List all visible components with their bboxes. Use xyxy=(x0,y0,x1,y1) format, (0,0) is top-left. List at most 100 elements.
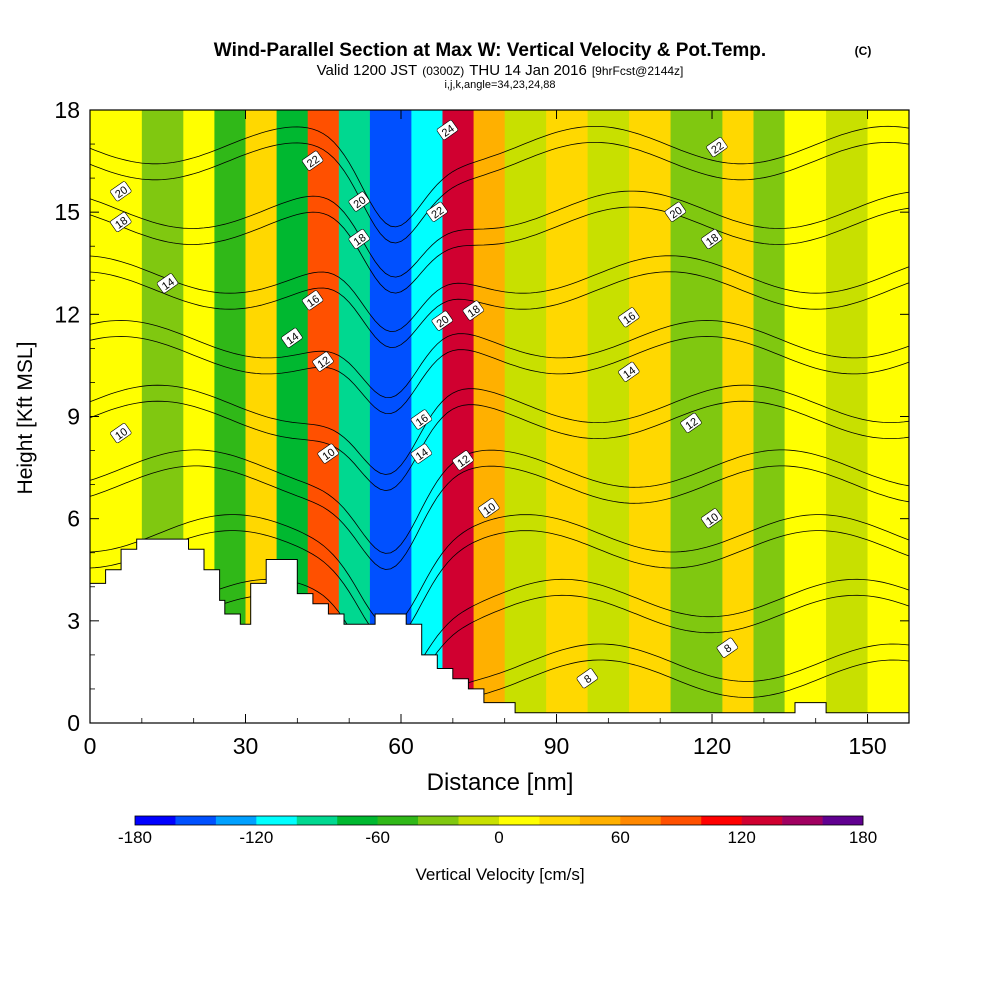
isentrope-label-0: 8 xyxy=(576,668,598,689)
isentrope-label-14: 16 xyxy=(410,409,433,430)
grid-indices: i,j,k,angle=34,23,24,88 xyxy=(444,79,555,91)
isentrope-label-text: 18 xyxy=(352,232,369,249)
isentrope-label-text: 8 xyxy=(722,642,734,655)
isentrope-label-2: 10 xyxy=(110,423,132,444)
colorbar-tick-label-0: 0 xyxy=(494,828,503,847)
isentrope-line-24-0 xyxy=(89,141,910,244)
isentrope-label-3: 10 xyxy=(317,443,339,464)
isentrope-label-box xyxy=(312,351,334,372)
isentrope-label-text: 14 xyxy=(284,331,301,348)
isentrope-label-18: 18 xyxy=(462,300,484,321)
y-tick-label-9: 9 xyxy=(67,404,80,430)
isentrope-label-4: 10 xyxy=(478,498,500,519)
colorbar-swatch-13 xyxy=(660,816,702,825)
y-tick-label-18: 18 xyxy=(54,97,80,123)
isentrope-label-text: 22 xyxy=(429,205,446,222)
x-tick-label-150: 150 xyxy=(848,733,886,759)
isentrope-label-text: 16 xyxy=(414,412,431,429)
isentrope-label-8: 12 xyxy=(680,412,702,433)
isentrope-line-10-0 xyxy=(89,594,910,706)
isentrope-label-text: 24 xyxy=(440,123,457,140)
colorbar-swatch-11 xyxy=(579,816,621,825)
x-tick-label-60: 60 xyxy=(388,733,414,759)
isentrope-label-box xyxy=(436,119,459,140)
valid-time-line: Valid 1200 JST (0300Z) THU 14 Jan 2016 [9hr… xyxy=(317,62,684,79)
y-tick-label-12: 12 xyxy=(54,301,80,327)
isentrope-label-box xyxy=(576,668,598,689)
isentrope-label-box xyxy=(716,637,738,658)
isentrope-label-box xyxy=(348,191,370,212)
chart-title: Wind-Parallel Section at Max W: Vertical… xyxy=(214,40,766,61)
isentrope-label-box xyxy=(410,409,433,430)
isentrope-label-box xyxy=(478,498,500,519)
isentrope-label-box xyxy=(701,228,723,249)
isentrope-label-text: 18 xyxy=(113,215,130,232)
isentrope-label-text: 16 xyxy=(621,310,638,327)
velocity-band-13 xyxy=(546,110,589,723)
isentrope-label-10: 14 xyxy=(281,327,303,348)
isentrope-label-16: 18 xyxy=(110,211,132,232)
isentrope-label-box xyxy=(348,228,370,249)
isentrope-label-text: 22 xyxy=(305,153,322,170)
isentrope-label-box xyxy=(110,423,132,444)
colorbar-label: Vertical Velocity [cm/s] xyxy=(415,865,584,884)
colorbar-swatch-16 xyxy=(782,816,823,825)
isentrope-label-text: 20 xyxy=(113,184,130,201)
colorbar-tick-label--60: -60 xyxy=(365,828,390,847)
isentrope-label-box xyxy=(301,290,324,311)
colorbar-swatch-3 xyxy=(256,816,298,825)
x-tick-label-90: 90 xyxy=(544,733,570,759)
isentrope-label-box xyxy=(664,201,687,222)
isentrope-label-17: 18 xyxy=(348,228,370,249)
colorbar-swatch-8 xyxy=(458,816,500,825)
isentrope-label-text: 20 xyxy=(352,194,369,211)
figure-header: Wind-Parallel Section at Max W: Vertical… xyxy=(214,40,872,91)
colorbar-swatch-0 xyxy=(135,816,176,825)
isentrope-label-box xyxy=(452,450,474,471)
y-tick-label-15: 15 xyxy=(54,199,80,225)
colorbar-swatch-9 xyxy=(499,816,540,825)
isentrope-line-22-1 xyxy=(89,190,910,278)
isentrope-label-text: 16 xyxy=(305,293,322,310)
isentrope-label-text: 12 xyxy=(683,416,700,433)
isentrope-label-text: 20 xyxy=(668,205,685,222)
isentrope-label-text: 10 xyxy=(321,446,338,463)
colorbar-swatch-7 xyxy=(418,816,459,825)
isentrope-label-6: 12 xyxy=(312,351,334,372)
isentrope-label-text: 12 xyxy=(455,453,472,470)
velocity-band-18 xyxy=(753,110,786,723)
isentrope-label-text: 8 xyxy=(582,673,594,686)
y-axis-label: Height [Kft MSL] xyxy=(14,342,37,495)
colorbar-tick-label--120: -120 xyxy=(239,828,273,847)
isentrope-line-16-1 xyxy=(89,384,910,475)
velocity-band-10 xyxy=(442,110,475,723)
isentrope-label-box xyxy=(301,150,324,171)
isentrope-label-21: 20 xyxy=(348,191,370,212)
isentrope-line-20-0 xyxy=(89,271,910,349)
isentrope-line-18-1 xyxy=(89,320,910,399)
isentrope-label-text: 12 xyxy=(315,354,332,371)
colorbar-tick-label-60: 60 xyxy=(611,828,630,847)
isentrope-line-24-1 xyxy=(89,125,910,228)
isentrope-label-26: 22 xyxy=(706,137,728,158)
isentrope-line-20-1 xyxy=(89,255,910,333)
valid-prefix: Valid 1200 JST xyxy=(317,62,418,79)
x-tick-label-0: 0 xyxy=(84,733,97,759)
isentrope-line-16-0 xyxy=(89,400,910,492)
colorbar-swatch-6 xyxy=(377,816,419,825)
colorbar-swatch-1 xyxy=(175,816,217,825)
x-axis-label: Distance [nm] xyxy=(427,769,574,796)
isentrope-label-20: 20 xyxy=(110,181,132,202)
isentrope-label-text: 18 xyxy=(704,232,721,249)
isentrope-label-box xyxy=(317,443,339,464)
colorbar-swatch-14 xyxy=(701,816,742,825)
isentrope-label-box xyxy=(462,300,484,321)
isentrope-label-box xyxy=(706,137,728,158)
isentrope-label-text: 20 xyxy=(435,313,452,330)
velocity-band-19 xyxy=(784,110,827,723)
copyright-mark: (C) xyxy=(855,44,872,58)
colorbar-tick-label--180: -180 xyxy=(118,828,152,847)
isentrope-label-19: 18 xyxy=(701,228,723,249)
isentrope-label-text: 14 xyxy=(414,446,431,463)
velocity-band-17 xyxy=(722,110,754,723)
